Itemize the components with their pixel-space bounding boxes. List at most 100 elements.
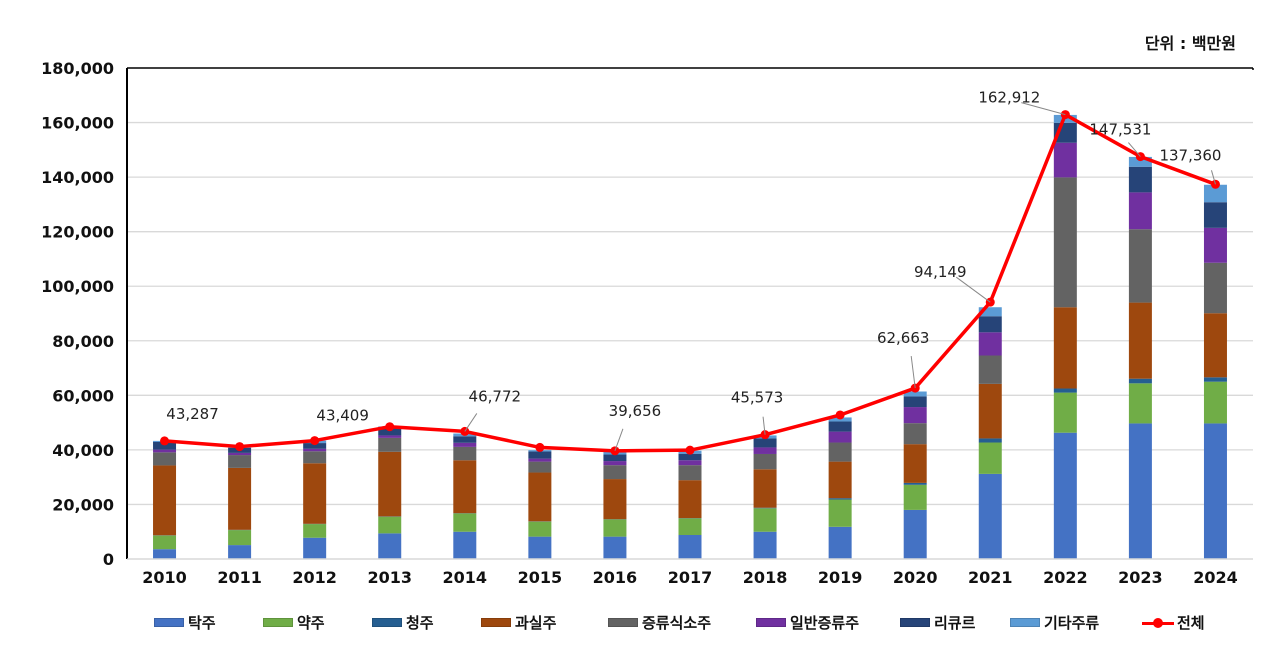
- bar-segment: [453, 442, 477, 447]
- bar-segment: [753, 531, 777, 559]
- bar-segment: [528, 458, 552, 462]
- bar-segment: [528, 461, 552, 473]
- bar-segment: [603, 461, 627, 466]
- bar-segment: [1128, 378, 1152, 384]
- x-tick-label: 2023: [1118, 568, 1163, 587]
- unit-label: 단위 : 백만원: [1144, 34, 1236, 53]
- bar-segment: [678, 453, 702, 461]
- bar-segment: [1203, 423, 1227, 559]
- bar-segment: [228, 545, 252, 559]
- bar-segment: [828, 417, 852, 422]
- bar-segment: [1053, 177, 1077, 308]
- bar-segment: [1053, 142, 1077, 178]
- bar-segment: [903, 396, 927, 408]
- x-tick-label: 2013: [367, 568, 412, 587]
- axes: 0 20,000 40,000 60,000 80,000 100,000 120,000 1…: [41, 59, 1254, 587]
- bar-segment: [153, 535, 177, 550]
- bar-segment: [1203, 184, 1227, 203]
- data-labels: 43,287 43,409 46,772 39,656 45,573 62,663 94,1…: [166, 89, 1221, 451]
- bar-segment: [903, 391, 927, 397]
- total-data-label: 43,287: [166, 405, 219, 423]
- total-line-point: [235, 442, 245, 452]
- y-tick-label: 100,000: [41, 277, 114, 296]
- bar-segment: [753, 508, 777, 532]
- legend-item-other: 기타주류: [1010, 612, 1099, 633]
- bar-segment: [303, 463, 327, 524]
- bar-segment: [528, 472, 552, 522]
- total-line-point: [685, 445, 695, 455]
- legend-item-cheongju: 청주: [372, 612, 434, 633]
- bar-segment: [453, 460, 477, 514]
- bar-segment: [1203, 202, 1227, 228]
- y-tick-label: 80,000: [52, 332, 114, 351]
- legend-item-yakju: 약주: [263, 612, 325, 633]
- legend-item-total: 전체: [1142, 612, 1205, 633]
- bar-segment: [378, 428, 402, 436]
- x-tick-label: 2017: [668, 568, 713, 587]
- bar-segment: [978, 383, 1002, 439]
- legend-label: 증류식소주: [642, 614, 712, 632]
- bar-segment: [678, 465, 702, 481]
- total-line-point: [385, 422, 395, 432]
- x-tick-label: 2021: [968, 568, 1013, 587]
- bar-segment: [978, 316, 1002, 333]
- data-label-leader-line: [910, 356, 916, 389]
- legend-item-general-distilled: 일반증류주: [756, 612, 859, 633]
- legend-item-takju: 탁주: [154, 612, 216, 633]
- legend-swatch: [1010, 618, 1040, 627]
- bar-segment: [1128, 156, 1152, 167]
- legend-swatch: [481, 618, 511, 627]
- bar-segment: [828, 442, 852, 462]
- legend-label: 기타주류: [1044, 614, 1100, 632]
- x-tick-label: 2019: [818, 568, 863, 587]
- bar-segment: [528, 536, 552, 559]
- bar-segment: [828, 421, 852, 432]
- bar-segment: [1203, 313, 1227, 378]
- bar-segment: [1203, 227, 1227, 263]
- y-tick-label: 140,000: [41, 168, 114, 187]
- data-label-leader-line: [1021, 102, 1066, 116]
- legend-swatch: [372, 618, 402, 627]
- legend-label: 탁주: [188, 614, 216, 632]
- bar-segment: [453, 446, 477, 461]
- bar-segment: [678, 460, 702, 466]
- total-data-label: 94,149: [914, 263, 967, 281]
- x-tick-label: 2012: [292, 568, 337, 587]
- bar-segment: [1203, 262, 1227, 314]
- bar-segment: [1128, 302, 1152, 379]
- bar-segment: [903, 423, 927, 445]
- legend-swatch: [900, 618, 930, 627]
- bar-segment: [603, 454, 627, 462]
- data-label-leader-line: [464, 413, 478, 432]
- legend-swatch: [154, 618, 184, 627]
- legend-label: 약주: [297, 614, 325, 632]
- bar-segment: [1128, 229, 1152, 303]
- y-tick-label: 180,000: [41, 59, 114, 78]
- legend-label: 청주: [406, 614, 434, 632]
- bar-segment: [978, 307, 1002, 317]
- bar-segment: [528, 521, 552, 537]
- bar-segment: [378, 533, 402, 559]
- x-tick-label: 2011: [217, 568, 262, 587]
- bar-segment: [603, 536, 627, 559]
- x-tick-label: 2020: [893, 568, 938, 587]
- bar-segment: [228, 452, 252, 456]
- y-tick-label: 120,000: [41, 223, 114, 242]
- y-tick-label: 0: [103, 550, 114, 569]
- bar-segment: [153, 465, 177, 536]
- bar-segment: [828, 431, 852, 443]
- bar-segment: [528, 451, 552, 459]
- total-data-label: 46,772: [469, 387, 522, 405]
- bar-segment: [1053, 307, 1077, 389]
- legend-item-liqueur: 리큐르: [900, 612, 975, 633]
- bar-segment: [753, 438, 777, 448]
- total-data-label: 43,409: [316, 407, 369, 425]
- bar-segment: [753, 507, 777, 509]
- bar-segment: [678, 480, 702, 519]
- data-label-leader-line: [762, 416, 766, 435]
- bar-segment: [303, 443, 327, 449]
- x-tick-label: 2014: [443, 568, 488, 587]
- bar-segment: [378, 437, 402, 452]
- bar-segment: [303, 448, 327, 452]
